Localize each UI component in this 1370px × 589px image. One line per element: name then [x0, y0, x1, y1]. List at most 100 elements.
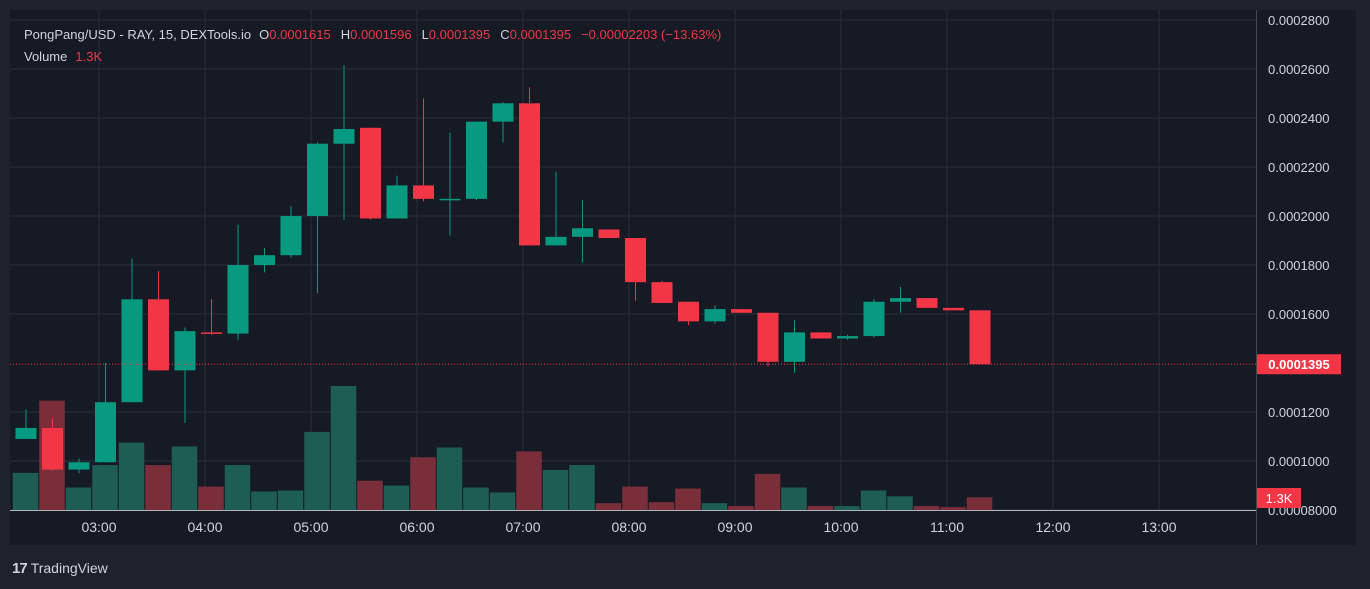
open-label: O [259, 27, 270, 42]
candle-body [598, 229, 620, 239]
volume-bar [410, 457, 436, 510]
volume-bar [489, 492, 516, 510]
volume-bar [304, 431, 330, 510]
volume-bar [569, 465, 595, 510]
candle-body [731, 309, 752, 313]
volume-bar [966, 497, 993, 510]
price-tick-label: 0.0001800 [1268, 258, 1329, 273]
candle-body [227, 265, 249, 334]
candle-body [837, 336, 858, 339]
candle-body [466, 121, 487, 199]
candle-body [863, 301, 885, 337]
time-tick-label: 08:00 [611, 519, 646, 535]
tradingview-footer[interactable]: 17 TradingView [12, 556, 108, 580]
change-value: −0.00002203 (−13.63%) [581, 27, 722, 42]
volume-bar [701, 503, 728, 510]
price-tick-label: 0.0001200 [1268, 405, 1329, 420]
time-tick-label: 03:00 [81, 519, 116, 535]
tradingview-brand: TradingView [30, 560, 108, 576]
volume-badge [1257, 488, 1301, 508]
close-value: 0.0001395 [509, 27, 572, 42]
tradingview-logo-icon: 17 [12, 559, 28, 577]
candle-body [174, 331, 196, 371]
candle-body [704, 309, 726, 322]
close-label: C [500, 27, 510, 42]
volume-label: Volume [24, 49, 68, 64]
volume-bar [145, 465, 171, 510]
chart-panel[interactable]: 0.00008000 0.0001000 0.0001200 0.0001600 0.0… [10, 10, 1356, 545]
candle-body [545, 236, 567, 246]
candle-body [757, 312, 779, 362]
volume-bar [12, 472, 39, 510]
candle-body [810, 332, 832, 339]
price-tick-label: 0.0002000 [1268, 209, 1329, 224]
volume-bar [65, 487, 92, 510]
candle-body [68, 462, 90, 470]
price-tick-label: 0.0001600 [1268, 307, 1329, 322]
volume-bar [834, 506, 860, 510]
time-tick-label: 04:00 [187, 519, 222, 535]
time-tick-label: 05:00 [293, 519, 328, 535]
time-tick-label: 13:00 [1141, 519, 1176, 535]
volume-bar [542, 469, 569, 510]
volume-bar [648, 502, 675, 510]
candle-body [625, 238, 646, 283]
open-value: 0.0001615 [269, 27, 331, 42]
volume-bar [807, 506, 834, 510]
price-tick-label: 0.0002600 [1268, 62, 1329, 77]
candle-body [943, 307, 964, 311]
volume-bar [436, 447, 463, 510]
symbol-title: PongPang/USD - RAY, 15, DEXTools.io [24, 27, 252, 42]
time-tick-label: 10:00 [823, 519, 858, 535]
volume-bar [595, 503, 622, 510]
candle-body [201, 332, 222, 334]
candle-body [890, 298, 911, 302]
volume-bar [913, 506, 940, 510]
volume-bar [118, 442, 145, 510]
volume-bar [357, 480, 383, 510]
volume-bar [516, 451, 542, 510]
candle-body [280, 216, 302, 256]
high-label: H [340, 27, 351, 42]
volume-bar [781, 487, 807, 510]
volume-bar [383, 485, 410, 510]
volume-bar [754, 473, 781, 510]
candle-body [519, 103, 540, 246]
volume-bar [463, 487, 489, 510]
volume-bar [277, 490, 304, 510]
candle-body [254, 255, 275, 265]
last-price-label: 0.0001395 [1268, 357, 1329, 372]
price-tick-label: 0.0002200 [1268, 160, 1329, 175]
volume-bar [330, 385, 357, 510]
volume-bar [622, 486, 648, 510]
candle-body [386, 185, 408, 219]
candle-body [15, 427, 37, 439]
candle-body [95, 402, 116, 463]
high-value: 0.0001596 [350, 27, 412, 42]
low-label: L [421, 27, 429, 42]
volume-bar [728, 506, 754, 510]
volume-bar [171, 446, 198, 510]
volume-value: 1.3K [75, 49, 103, 64]
volume-bar [860, 490, 887, 510]
candle-body [916, 298, 938, 308]
last-price-badge [1257, 354, 1341, 375]
time-tick-label: 11:00 [930, 519, 964, 535]
time-tick-label: 12:00 [1035, 519, 1070, 535]
candle-body [492, 103, 514, 122]
candle-body [439, 198, 461, 201]
price-tick-label: 0.0001000 [1268, 454, 1329, 469]
volume-bar [92, 465, 118, 510]
candle-body [333, 129, 355, 144]
candle-body [784, 332, 805, 362]
candle-body [360, 127, 381, 219]
candle-body [678, 301, 699, 322]
candle-body [121, 299, 143, 403]
candlestick-chart[interactable]: 0.000080000.00010000.00012000.00016000.0… [10, 10, 1356, 545]
time-tick-label: 07:00 [505, 519, 540, 535]
time-tick-label: 06:00 [399, 519, 434, 535]
price-tick-label: 0.0002800 [1268, 13, 1329, 28]
candle-body [969, 310, 991, 365]
volume-bar [251, 491, 277, 510]
volume-badge-label: 1.3K [1266, 491, 1293, 506]
